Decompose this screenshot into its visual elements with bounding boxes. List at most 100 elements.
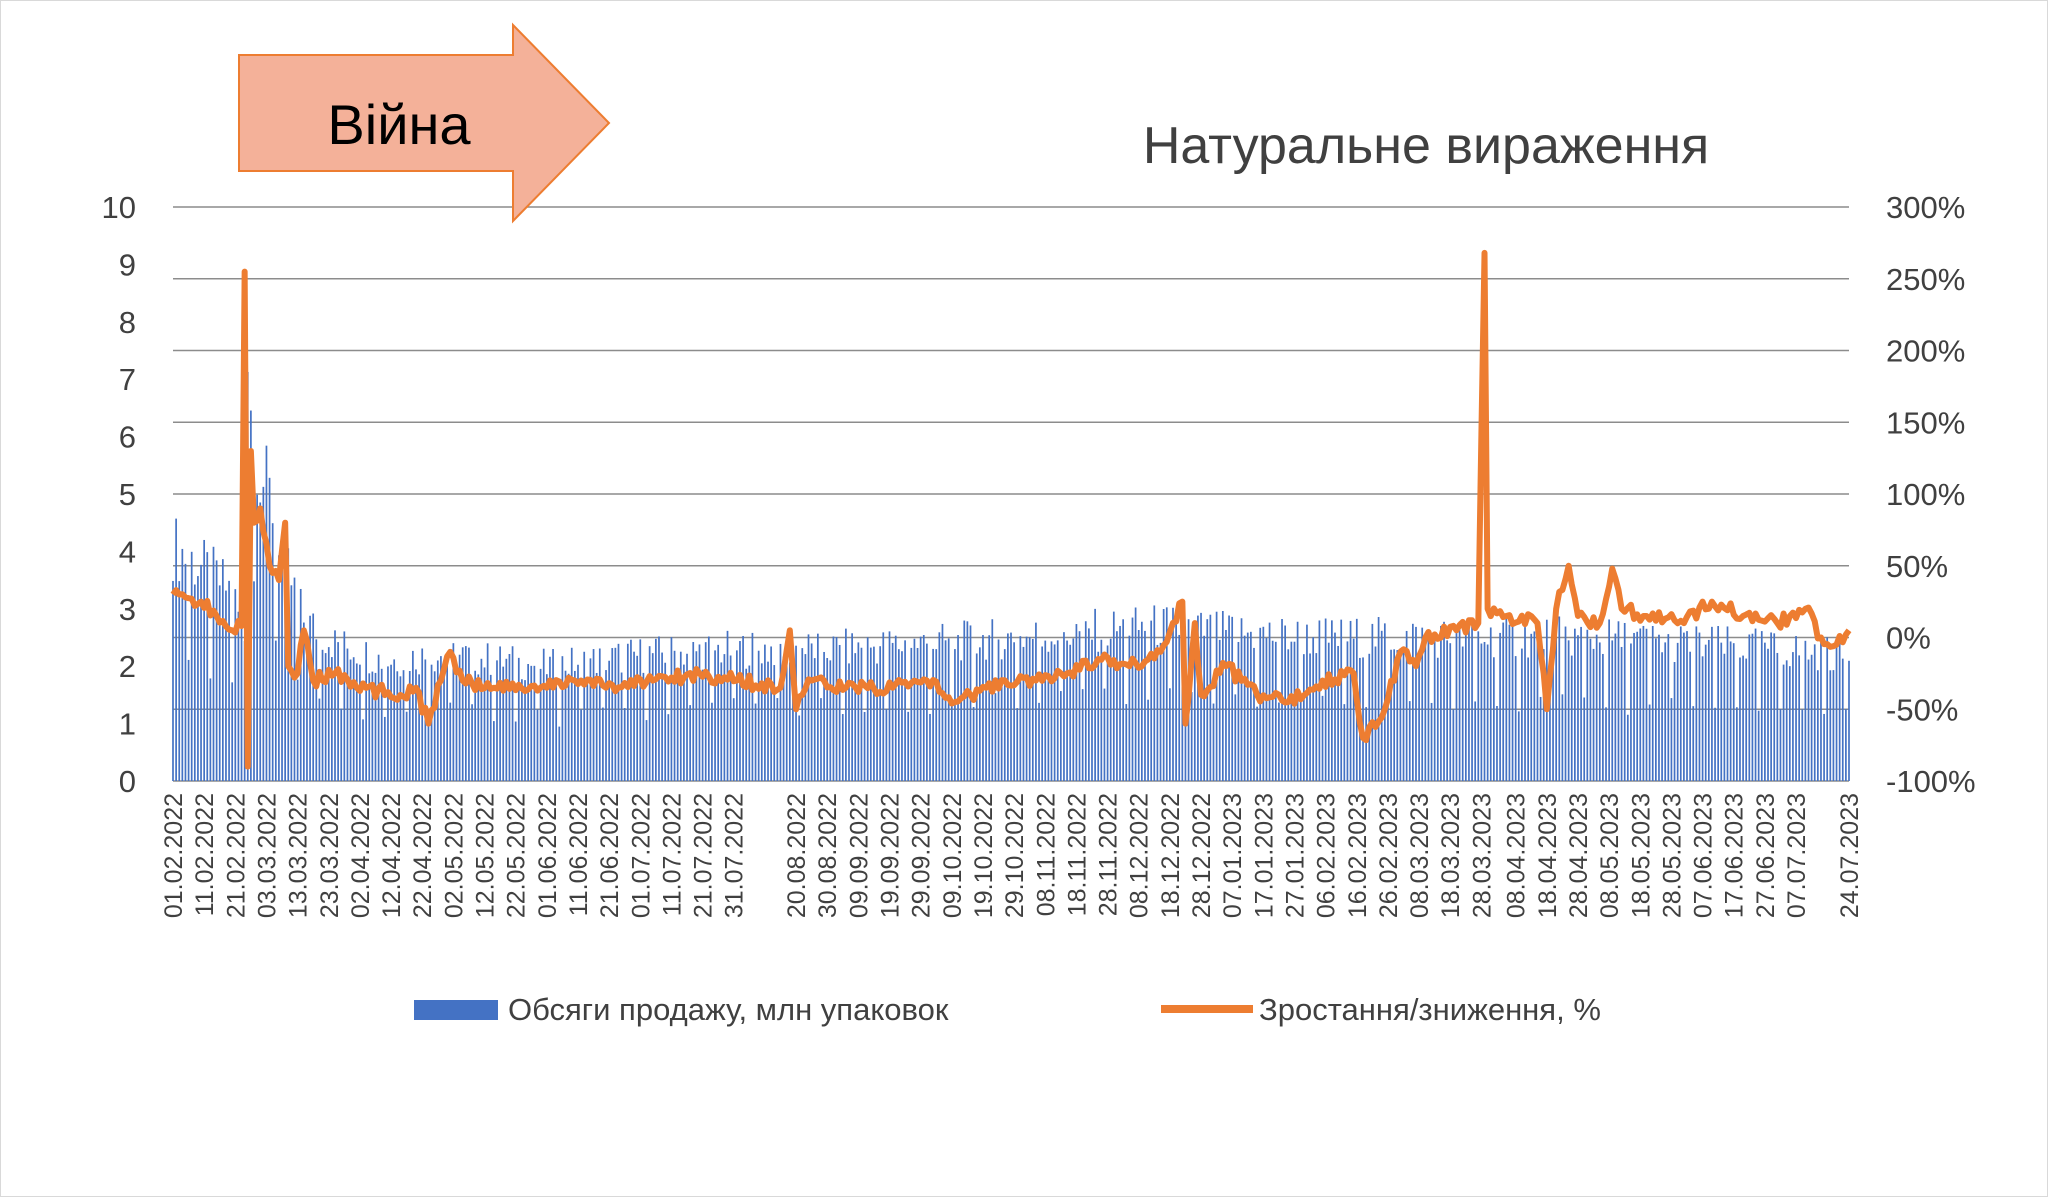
growth-line <box>170 249 1852 770</box>
bar <box>271 523 274 781</box>
x-tick-label: 12.04.2022 <box>378 793 406 918</box>
x-tick-label: 08.12.2022 <box>1126 793 1154 918</box>
bar <box>1203 635 1205 781</box>
bar <box>355 663 358 781</box>
bar <box>1234 694 1237 781</box>
x-tick-label: 17.06.2023 <box>1721 793 1749 918</box>
bar <box>1848 660 1850 781</box>
bar <box>514 721 517 781</box>
bar <box>764 644 766 781</box>
bar <box>405 711 408 781</box>
bar <box>1636 631 1639 781</box>
bar <box>888 631 891 781</box>
x-tick-label: 19.10.2022 <box>970 793 998 918</box>
bar <box>589 658 592 781</box>
bar <box>1368 653 1371 781</box>
y-left-tick-label: 9 <box>119 247 136 282</box>
bar <box>1795 636 1797 781</box>
bar <box>511 646 514 781</box>
bar <box>1714 707 1716 781</box>
bar <box>1072 638 1075 781</box>
bar <box>1736 707 1738 781</box>
bar <box>228 580 230 781</box>
bar <box>623 708 626 781</box>
bar <box>707 636 710 781</box>
bar <box>1302 654 1305 781</box>
bar <box>1611 640 1614 781</box>
x-tick-label: 06.02.2023 <box>1313 793 1341 918</box>
bar <box>617 643 620 781</box>
y-right-tick-label: 300% <box>1886 190 1965 225</box>
bar <box>1396 650 1399 781</box>
bar <box>1770 632 1772 781</box>
bar <box>1103 688 1106 781</box>
bar <box>1144 630 1146 781</box>
bar <box>679 651 682 781</box>
bar <box>178 581 181 781</box>
bar <box>1312 637 1315 781</box>
bar <box>804 654 807 781</box>
bar <box>1228 615 1230 781</box>
bar <box>555 678 558 781</box>
bar <box>1826 637 1829 781</box>
bar <box>483 667 486 781</box>
bar <box>281 541 283 781</box>
war-arrow-label: Війна <box>327 93 471 156</box>
x-tick-label: 11.07.2022 <box>658 793 686 916</box>
bar <box>1094 608 1096 781</box>
bar <box>240 618 243 781</box>
bar <box>1343 704 1346 781</box>
bar <box>377 654 380 781</box>
bar <box>857 642 860 781</box>
bar <box>1025 636 1028 781</box>
line-series <box>170 249 1852 770</box>
bar <box>362 719 364 781</box>
bar <box>299 588 302 781</box>
bar <box>1337 645 1339 781</box>
bar <box>1480 643 1483 781</box>
bar <box>869 647 872 781</box>
bar <box>1306 624 1308 781</box>
bar <box>1835 646 1838 781</box>
y-left-tick-label: 8 <box>119 305 136 340</box>
y-left-tick-label: 10 <box>102 190 136 225</box>
bar <box>225 590 227 781</box>
bar <box>1237 641 1240 781</box>
bar <box>988 635 991 781</box>
bar <box>1798 655 1801 781</box>
bar <box>891 642 894 781</box>
bar <box>773 665 776 781</box>
bar <box>315 639 318 781</box>
bar <box>1527 657 1529 781</box>
bar <box>907 711 910 781</box>
bar <box>412 650 414 781</box>
bar <box>433 671 436 781</box>
x-tick-label: 11.06.2022 <box>565 793 593 916</box>
legend-bar-swatch <box>414 1000 498 1020</box>
bar <box>1477 631 1480 781</box>
bar <box>542 648 545 781</box>
bar <box>1773 633 1776 781</box>
x-tick-label: 07.01.2023 <box>1219 793 1247 918</box>
bar <box>1785 660 1788 781</box>
bar <box>458 654 461 781</box>
bar <box>854 653 857 781</box>
bar <box>1455 626 1458 781</box>
x-tick-label: 28.05.2023 <box>1658 793 1686 918</box>
bar <box>1689 651 1691 781</box>
bar <box>1271 640 1274 781</box>
bar <box>1318 620 1321 781</box>
bar <box>972 707 975 781</box>
bar <box>309 615 311 781</box>
bar <box>689 705 691 781</box>
bar <box>374 672 377 781</box>
bar <box>1449 643 1452 781</box>
bar <box>455 668 458 781</box>
bar <box>1471 626 1473 781</box>
legend-bar-label: Обсяги продажу, млн упаковок <box>508 992 949 1027</box>
x-tick-label: 02.04.2022 <box>347 793 375 918</box>
bar <box>686 653 688 781</box>
bar <box>1290 641 1293 781</box>
